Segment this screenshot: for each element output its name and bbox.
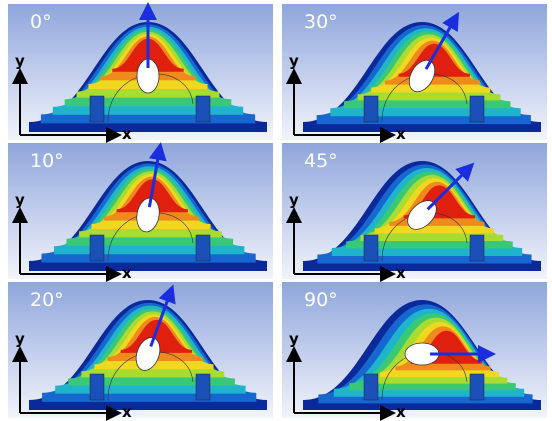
block (364, 235, 378, 261)
y-axis-label: y (289, 52, 299, 70)
panel: 10° y x (8, 143, 273, 282)
x-axis-label: x (122, 125, 132, 143)
x-axis-label: x (122, 264, 132, 282)
block (90, 96, 104, 122)
angle-label: 45° (304, 150, 338, 172)
block (196, 374, 210, 400)
angle-label: 30° (304, 11, 338, 33)
block (196, 96, 210, 122)
angle-label: 10° (30, 150, 64, 172)
angle-label: 20° (30, 289, 64, 311)
angle-label: 90° (304, 289, 338, 311)
page: 0°yx30°yx10°yx45°yx20°yx90°yx (() => { c… (0, 0, 552, 421)
block (90, 235, 104, 261)
block (90, 374, 104, 400)
x-axis-label: x (396, 403, 406, 421)
y-axis-label: y (15, 191, 25, 209)
panel: 45° y x (282, 143, 547, 282)
angle-label: 0° (30, 11, 52, 33)
y-axis-label: y (15, 330, 25, 348)
panel: 20° y x (8, 282, 273, 421)
x-axis-label: x (122, 403, 132, 421)
y-axis-label: y (15, 52, 25, 70)
x-axis-label: x (396, 264, 406, 282)
figure: 0° y x 30° y x 10° y x 45° y x 20° y x 90° y x (0, 0, 552, 421)
block (364, 96, 378, 122)
block (470, 374, 484, 400)
block (364, 374, 378, 400)
block (196, 235, 210, 261)
panel: 0° y x (8, 4, 273, 143)
panel: 30° y x (282, 4, 547, 143)
panel: 90° y x (282, 282, 547, 421)
block (470, 235, 484, 261)
y-axis-label: y (289, 330, 299, 348)
x-axis-label: x (396, 125, 406, 143)
block (470, 96, 484, 122)
y-axis-label: y (289, 191, 299, 209)
